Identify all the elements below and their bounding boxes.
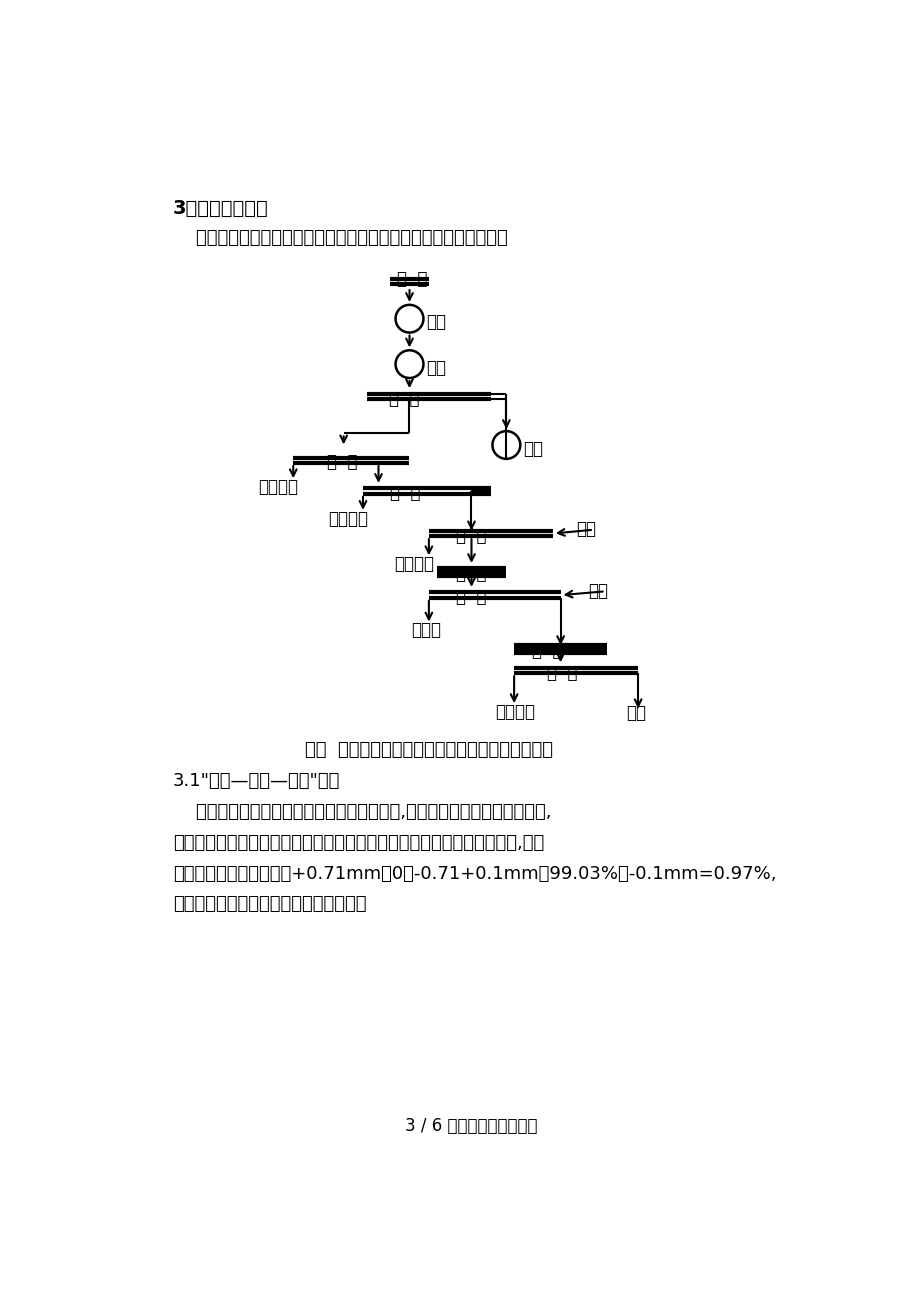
Text: 加药: 加药 <box>587 582 607 600</box>
Text: 调  浆: 调 浆 <box>456 565 486 583</box>
Text: 磁选尾砂: 磁选尾砂 <box>393 555 434 573</box>
Text: 分  级: 分 级 <box>326 453 357 471</box>
Text: 满足玻璃、陶瓷原料对粒度控制的要求。: 满足玻璃、陶瓷原料对粒度控制的要求。 <box>173 896 367 914</box>
Text: 得到的试样粒级分布为：+0.71mm＝0；-0.71+0.1mm＝99.03%；-0.1mm=0.97%,: 得到的试样粒级分布为：+0.71mm＝0；-0.71+0.1mm＝99.03%；… <box>173 865 776 883</box>
Text: 磁选尾砂: 磁选尾砂 <box>328 509 368 527</box>
Text: 浮选尾砂: 浮选尾砂 <box>494 703 534 721</box>
Text: 磁  选: 磁 选 <box>390 484 420 503</box>
Text: 3、选矿试验研究: 3、选矿试验研究 <box>173 199 268 217</box>
Text: 浮  选: 浮 选 <box>456 589 486 607</box>
Text: 并通过蚌埠玻璃设计院研发的水力分级设备控制试样中的过粉碎粒级含量,最后: 并通过蚌埠玻璃设计院研发的水力分级设备控制试样中的过粉碎粒级含量,最后 <box>173 833 544 852</box>
Text: 主要目的在于控制产物的粒级符合使用要求,采用三段一闭路流程进行粉碎,: 主要目的在于控制产物的粒级符合使用要求,采用三段一闭路流程进行粉碎, <box>173 803 551 822</box>
Text: 中碎: 中碎 <box>426 359 446 376</box>
Text: 粗碎: 粗碎 <box>426 314 446 331</box>
Text: 调  浆: 调 浆 <box>531 642 562 660</box>
Text: 细碎: 细碎 <box>523 440 543 457</box>
Text: 加药: 加药 <box>575 521 596 539</box>
Text: 3.1"破碎—筛分—分级"试验: 3.1"破碎—筛分—分级"试验 <box>173 772 340 790</box>
Text: 浮  选: 浮 选 <box>546 664 576 682</box>
Text: 原  矿: 原 矿 <box>397 271 427 288</box>
Text: 石英: 石英 <box>626 703 646 721</box>
Text: 图一  花岗岩中提取钾长石、石英的选矿工艺流程图: 图一 花岗岩中提取钾长石、石英的选矿工艺流程图 <box>304 741 552 759</box>
Text: 3 / 6 文档可自由编辑打印: 3 / 6 文档可自由编辑打印 <box>404 1117 538 1135</box>
Text: 筛  分: 筛 分 <box>389 389 419 408</box>
Text: 针对原矿的性质，结合试验的目标，确定试验工艺流程图见图一。: 针对原矿的性质，结合试验的目标，确定试验工艺流程图见图一。 <box>173 229 507 247</box>
Text: 钾长石: 钾长石 <box>411 621 440 639</box>
Text: 分级细砂: 分级细砂 <box>258 478 298 496</box>
Text: 磁  选: 磁 选 <box>456 526 486 544</box>
